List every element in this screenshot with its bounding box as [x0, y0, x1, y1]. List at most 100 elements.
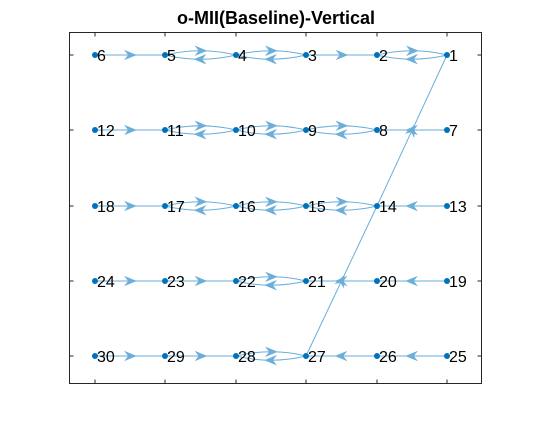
node-label-17: 17 [167, 199, 185, 216]
node-label-8: 8 [379, 123, 388, 140]
node-label-29: 29 [167, 349, 185, 366]
node-19 [444, 278, 450, 284]
node-6 [92, 52, 98, 58]
node-26 [374, 353, 380, 359]
edge-5-4-arrow [194, 45, 208, 56]
edge-24-23-arrow [124, 275, 137, 287]
node-label-25: 25 [449, 349, 467, 366]
node-label-3: 3 [308, 48, 317, 65]
edge-8-9-arrow [334, 129, 348, 140]
node-1 [444, 52, 450, 58]
node-label-10: 10 [238, 123, 256, 140]
edge-16-17-arrow [193, 205, 207, 216]
edge-29-28-arrow [194, 350, 208, 362]
edge-30-29-arrow [124, 350, 137, 362]
edge-3-4-arrow [264, 53, 277, 65]
node-label-9: 9 [308, 123, 317, 140]
edge-26-27-arrow [334, 350, 348, 362]
edge-9-10-arrow [264, 128, 277, 140]
node-22 [233, 278, 239, 284]
edge-10-9-arrow [265, 120, 278, 132]
edge-4-3-arrow [265, 45, 278, 57]
node-16 [233, 203, 239, 209]
edges-layer [95, 45, 448, 366]
node-label-27: 27 [308, 349, 326, 366]
node-label-19: 19 [449, 274, 467, 291]
node-2 [374, 52, 380, 58]
node-18 [92, 203, 98, 209]
node-10 [233, 127, 239, 133]
node-label-4: 4 [238, 48, 247, 65]
node-30 [92, 353, 98, 359]
nodes-layer [92, 52, 450, 359]
edge-21-22-arrow [264, 279, 277, 291]
node-15 [303, 203, 309, 209]
node-4 [233, 52, 239, 58]
edge-4-5-arrow [193, 54, 207, 65]
edge-1-2-arrow [405, 53, 418, 65]
node-label-1: 1 [449, 48, 458, 65]
edge-16-15-arrow [265, 196, 278, 208]
node-20 [374, 278, 380, 284]
node-28 [233, 353, 239, 359]
node-8 [374, 127, 380, 133]
node-labels-layer: 1234567891011121314151617181920212223242… [97, 48, 467, 366]
edge-13-14-arrow [405, 200, 418, 212]
node-21 [303, 278, 309, 284]
node-11 [162, 127, 168, 133]
node-label-21: 21 [308, 274, 326, 291]
node-label-14: 14 [379, 199, 397, 216]
edge-3-2-arrow [335, 49, 349, 61]
edge-19-20-arrow [405, 275, 418, 287]
node-label-22: 22 [238, 274, 256, 291]
edge-17-16-arrow [194, 196, 208, 207]
edge-14-15-arrow [334, 205, 348, 216]
node-24 [92, 278, 98, 284]
edge-9-8-arrow [335, 120, 349, 131]
edge-2-1-arrow [406, 45, 419, 57]
edge-10-11-arrow [193, 129, 207, 140]
node-13 [444, 203, 450, 209]
edge-12-11-arrow [124, 124, 137, 136]
edge-27-14-arrow [334, 274, 345, 289]
node-label-12: 12 [97, 123, 115, 140]
node-label-24: 24 [97, 274, 115, 291]
plot-title: o-MII(Baseline)-Vertical [177, 8, 375, 28]
node-14 [374, 203, 380, 209]
edge-15-14-arrow [335, 196, 349, 207]
node-label-26: 26 [379, 349, 397, 366]
edge-27-28-arrow [264, 354, 277, 366]
node-label-2: 2 [379, 48, 388, 65]
node-label-5: 5 [167, 48, 176, 65]
node-7 [444, 127, 450, 133]
node-12 [92, 127, 98, 133]
edge-11-10-arrow [194, 120, 208, 131]
node-27 [303, 353, 309, 359]
node-3 [303, 52, 309, 58]
node-label-11: 11 [167, 123, 184, 140]
node-5 [162, 52, 168, 58]
node-17 [162, 203, 168, 209]
edge-15-16-arrow [264, 204, 277, 216]
edge-23-22-arrow [194, 275, 208, 287]
edge-18-17-arrow [124, 200, 137, 212]
edge-22-21-arrow [265, 271, 278, 283]
node-label-7: 7 [449, 123, 458, 140]
edge-14-1-arrow [404, 124, 415, 139]
edge-25-26-arrow [405, 350, 418, 362]
node-label-30: 30 [97, 349, 115, 366]
node-23 [162, 278, 168, 284]
node-label-28: 28 [238, 349, 256, 366]
node-label-6: 6 [97, 48, 106, 65]
edge-28-27-arrow [265, 346, 278, 358]
node-25 [444, 353, 450, 359]
node-label-13: 13 [449, 199, 467, 216]
node-29 [162, 353, 168, 359]
node-9 [303, 127, 309, 133]
edge-6-5-arrow [124, 49, 137, 61]
node-label-20: 20 [379, 274, 397, 291]
node-label-23: 23 [167, 274, 185, 291]
node-label-18: 18 [97, 199, 115, 216]
axes-box [69, 32, 482, 384]
